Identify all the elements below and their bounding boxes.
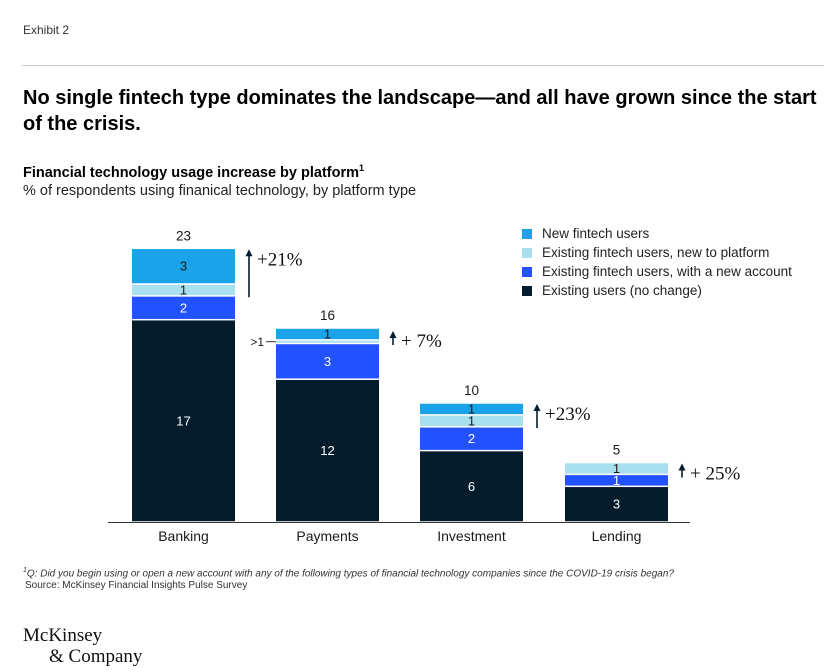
- source-note: Source: McKinsey Financial Insights Puls…: [25, 580, 248, 591]
- data-label-investment-3: 1: [468, 401, 475, 416]
- exhibit-label: Exhibit 2: [23, 23, 70, 37]
- bar-investment-segment-2: [420, 415, 523, 427]
- legend-item: Existing fintech users, new to platform: [522, 243, 792, 262]
- footnote: 1Q: Did you begin using or open a new ac…: [23, 567, 674, 579]
- bar-banking-segment-3: [132, 249, 235, 284]
- bar-payments-segment-0: [276, 379, 379, 522]
- legend: New fintech users Existing fintech users,…: [522, 224, 792, 300]
- total-label-lending: 5: [613, 443, 621, 458]
- divider: [22, 65, 824, 66]
- footnote-marker: 1: [23, 567, 27, 574]
- data-label-banking-2: 1: [180, 282, 187, 297]
- legend-label: Existing users (no change): [542, 283, 702, 298]
- bar-lending-segment-1: [565, 475, 668, 486]
- subtitle-footnote-marker: 1: [359, 163, 365, 173]
- growth-label-investment: +23%: [545, 404, 591, 425]
- data-label-banking-1: 2: [180, 300, 187, 315]
- data-label-payments-3: 1: [324, 326, 331, 341]
- legend-item: Existing users (no change): [522, 281, 792, 300]
- legend-label: New fintech users: [542, 226, 650, 241]
- legend-label: Existing fintech users, new to platform: [542, 245, 770, 260]
- bar-investment-segment-3: [420, 403, 523, 415]
- legend-swatch: [522, 228, 532, 239]
- footnote-text: Q: Did you begin using or open a new acc…: [26, 568, 674, 580]
- growth-arrowhead-lending: [678, 463, 686, 471]
- data-label-lending-0: 3: [613, 497, 620, 512]
- chart-headline: No single fintech type dominates the lan…: [23, 87, 817, 135]
- bar-payments-segment-1: [276, 344, 379, 379]
- data-label-payments-0: 12: [320, 443, 334, 458]
- subtitle-text: Financial technology usage increase by p…: [23, 164, 360, 181]
- data-label-lending-2: 1: [613, 461, 620, 476]
- bar-banking-segment-1: [132, 296, 235, 319]
- category-label-investment: Investment: [437, 528, 506, 544]
- data-label-lending-1: 1: [613, 473, 620, 488]
- growth-label-payments: + 7%: [401, 331, 442, 352]
- data-label-investment-1: 2: [468, 431, 475, 446]
- chart-description: % of respondents using finanical technol…: [23, 183, 417, 199]
- legend-label: Existing fintech users, with a new accou…: [542, 264, 792, 279]
- data-label-banking-0: 17: [176, 413, 190, 428]
- growth-label-banking: +21%: [257, 249, 303, 270]
- data-label-investment-0: 6: [468, 479, 475, 494]
- category-label-banking: Banking: [158, 528, 209, 544]
- total-label-investment: 10: [464, 383, 479, 398]
- category-label-lending: Lending: [592, 528, 642, 544]
- bar-banking-segment-2: [132, 284, 235, 296]
- legend-swatch: [522, 247, 532, 258]
- mckinsey-logo: McKinsey & Company: [23, 625, 142, 667]
- logo-line-1: McKinsey: [23, 625, 103, 646]
- bar-banking-segment-0: [132, 320, 235, 522]
- growth-label-lending: + 25%: [690, 464, 740, 485]
- bar-payments-segment-2: [276, 340, 379, 343]
- total-label-payments: 16: [320, 308, 335, 323]
- bar-investment-segment-0: [420, 451, 523, 522]
- category-label-payments: Payments: [296, 528, 358, 544]
- growth-arrowhead-banking: [245, 249, 253, 257]
- data-label-payments-1: 3: [324, 354, 331, 369]
- legend-item: Existing fintech users, with a new accou…: [522, 262, 792, 281]
- chart-subtitle: Financial technology usage increase by p…: [23, 163, 364, 181]
- bar-payments-segment-3: [276, 328, 379, 340]
- data-label-banking-3: 3: [180, 259, 187, 274]
- total-label-banking: 23: [176, 228, 191, 243]
- data-label-investment-2: 1: [468, 413, 475, 428]
- legend-item: New fintech users: [522, 224, 792, 243]
- legend-swatch: [522, 285, 532, 296]
- callout-label: >1: [250, 335, 264, 349]
- bar-lending-segment-0: [565, 487, 668, 522]
- logo-line-2: & Company: [49, 646, 143, 667]
- growth-arrowhead-investment: [533, 404, 541, 411]
- bar-investment-segment-1: [420, 427, 523, 450]
- growth-arrowhead-payments: [389, 331, 397, 339]
- legend-swatch: [522, 266, 532, 277]
- bar-lending-segment-2: [565, 463, 668, 474]
